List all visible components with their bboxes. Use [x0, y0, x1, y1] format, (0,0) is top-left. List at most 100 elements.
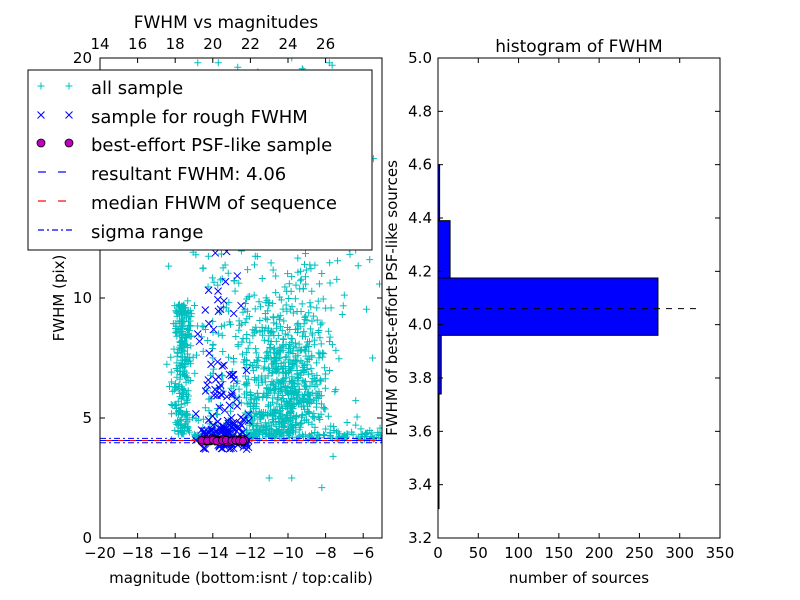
all-sample-point [288, 364, 296, 372]
all-sample-point [293, 366, 301, 374]
all-sample-point [333, 275, 341, 283]
all-sample-point [326, 259, 334, 267]
all-sample-point [285, 358, 293, 366]
all-sample-point [173, 352, 181, 360]
all-sample-point [305, 309, 313, 317]
all-sample-point [214, 330, 222, 338]
all-sample-point [291, 382, 299, 390]
rough-sample-point [239, 415, 248, 424]
all-sample-point [318, 319, 326, 327]
all-sample-point [315, 412, 323, 420]
rough-sample-point [242, 445, 251, 454]
legend-marker [37, 82, 45, 90]
rough-sample-point [211, 249, 220, 257]
all-sample-point [229, 401, 237, 409]
all-sample-point [267, 259, 275, 267]
all-sample-point [295, 380, 303, 388]
all-sample-point [259, 327, 267, 335]
all-sample-point [283, 307, 291, 315]
all-sample-point [353, 413, 361, 421]
rough-sample-point [233, 272, 242, 280]
all-sample-point [225, 298, 233, 306]
all-sample-point [262, 349, 270, 357]
all-sample-point [232, 332, 240, 340]
y-tick-label: 3.6 [408, 422, 432, 440]
all-sample-point [226, 320, 234, 328]
top-tick-label: 26 [316, 35, 335, 53]
all-sample-point [174, 301, 182, 309]
all-sample-point [244, 266, 252, 274]
all-sample-point [299, 285, 307, 293]
all-sample-point [192, 251, 200, 259]
all-sample-point [249, 332, 257, 340]
x-tick-label: 50 [469, 544, 488, 562]
x-tick-label: 150 [545, 544, 574, 562]
rough-sample-point [208, 421, 217, 430]
all-sample-point [263, 384, 271, 392]
rough-sample-point [214, 287, 222, 296]
all-sample-point [280, 317, 288, 325]
all-sample-point [300, 328, 308, 336]
all-sample-point [187, 342, 195, 350]
all-sample-point [219, 348, 227, 356]
all-sample-point [210, 278, 218, 286]
all-sample-point [291, 339, 299, 347]
all-sample-point [270, 389, 278, 397]
all-sample-point [302, 385, 310, 393]
all-sample-point [187, 376, 195, 384]
all-sample-point [167, 378, 175, 386]
all-sample-point [288, 58, 296, 62]
y-tick-label: 3.4 [408, 476, 432, 494]
all-sample-point [270, 332, 278, 340]
all-sample-point [326, 279, 334, 287]
rough-sample-point [227, 371, 236, 380]
all-sample-point [217, 402, 225, 410]
all-sample-point [270, 346, 278, 354]
all-sample-point [308, 420, 316, 428]
all-sample-point [283, 389, 291, 397]
all-sample-point [174, 349, 182, 357]
all-sample-point [277, 296, 285, 304]
all-sample-point [335, 430, 343, 438]
all-sample-point [182, 334, 190, 342]
all-sample-point [267, 407, 275, 415]
all-sample-point [308, 331, 316, 339]
all-sample-point [231, 287, 239, 295]
top-tick-label: 16 [128, 35, 147, 53]
legend-entry-psf-sample: best-effort PSF-like sample [91, 135, 332, 156]
rough-sample-point [204, 286, 213, 295]
all-sample-point [216, 276, 224, 284]
all-sample-point [279, 305, 287, 313]
all-sample-point [263, 410, 271, 418]
all-sample-point [238, 338, 246, 346]
all-sample-point [313, 304, 321, 312]
all-sample-point [163, 360, 171, 368]
all-sample-point [313, 316, 321, 324]
all-sample-point [315, 280, 323, 288]
legend-entry-resultant-fwhm: resultant FWHM: 4.06 [91, 164, 286, 185]
all-sample-point [251, 394, 259, 402]
histogram-bar [437, 220, 451, 279]
y-tick-label: 4.0 [408, 316, 432, 334]
all-sample-point [214, 59, 222, 67]
legend: all sample sample for rough FWHM best-ef… [27, 69, 373, 251]
all-sample-point [358, 433, 366, 441]
all-sample-point [260, 336, 268, 344]
all-sample-point [182, 369, 190, 377]
all-sample-point [243, 331, 251, 339]
x-tick-label: −20 [84, 544, 116, 562]
x-tick-label: −12 [235, 544, 267, 562]
all-sample-point [186, 317, 194, 325]
all-sample-point [225, 353, 233, 361]
all-sample-point [258, 378, 266, 386]
all-sample-point [293, 308, 301, 316]
all-sample-point [258, 372, 266, 380]
all-sample-point [279, 341, 287, 349]
rough-sample-point [193, 330, 202, 338]
all-sample-point [235, 326, 243, 334]
rough-sample-point [220, 361, 228, 370]
all-sample-point [203, 387, 211, 395]
all-sample-point [208, 345, 216, 353]
all-sample-point [299, 433, 307, 441]
all-sample-point [301, 333, 309, 341]
